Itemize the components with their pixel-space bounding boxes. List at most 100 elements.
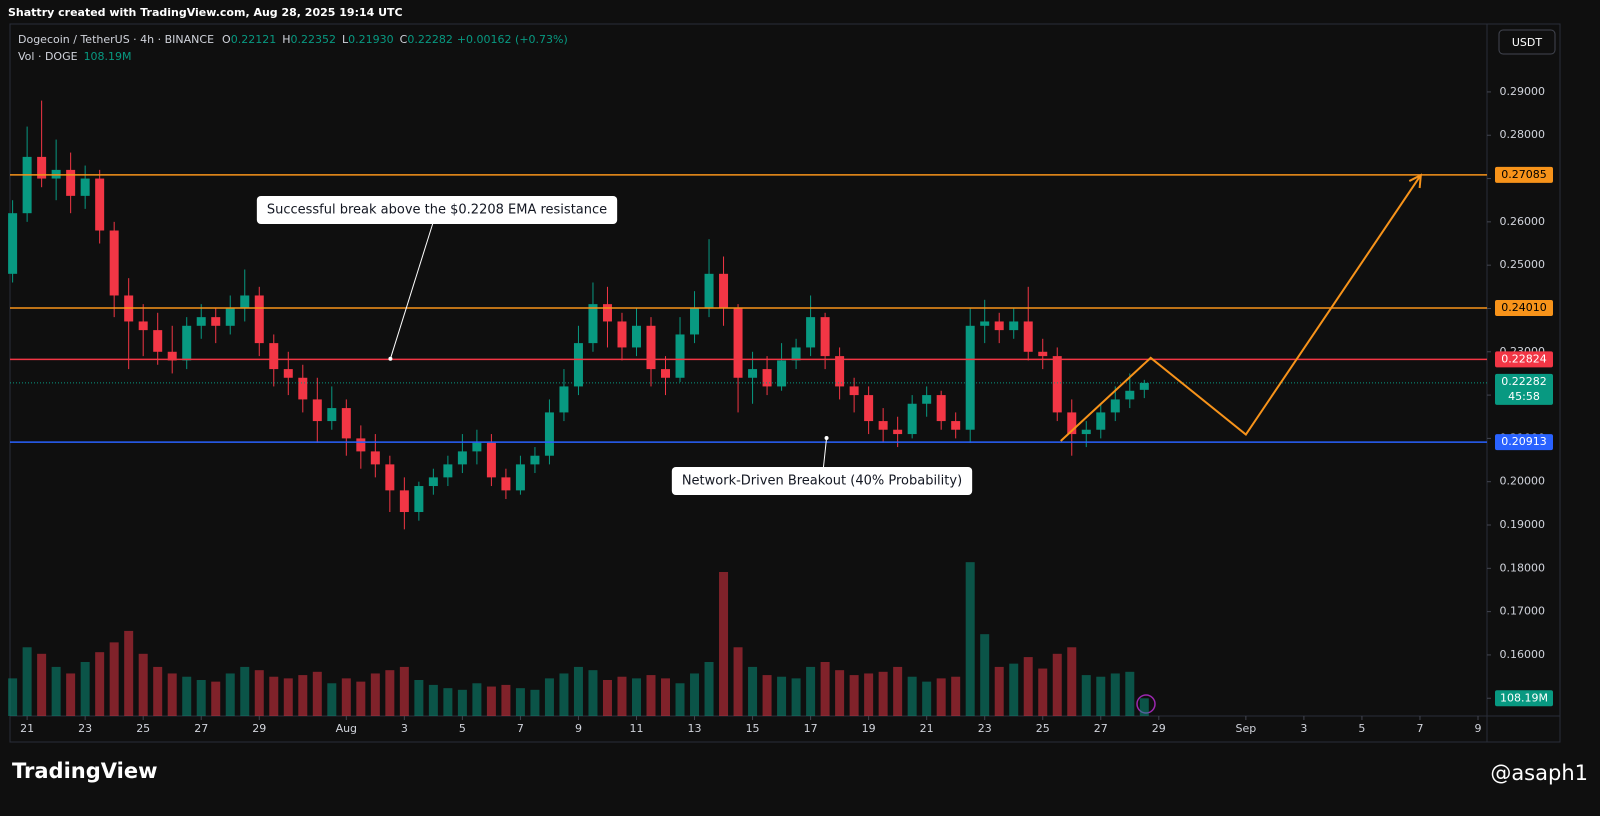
ohlc-value: 0.22282 bbox=[407, 33, 453, 46]
candle-body bbox=[167, 351, 177, 361]
volume-bar bbox=[515, 688, 525, 716]
last-price-tag bbox=[1495, 373, 1553, 405]
countdown: 45:58 bbox=[1508, 390, 1540, 403]
projection-path bbox=[1060, 174, 1422, 442]
x-tick-label: 29 bbox=[252, 722, 266, 735]
x-tick-label: 7 bbox=[517, 722, 524, 735]
volume-bar bbox=[777, 676, 787, 716]
candle-body bbox=[486, 442, 496, 478]
candle-body bbox=[907, 403, 917, 435]
symbol-line: Dogecoin / TetherUS · 4h · BINANCE O0.221… bbox=[18, 33, 568, 46]
candle-body bbox=[631, 325, 641, 348]
candle-body bbox=[515, 464, 525, 491]
volume-bar bbox=[1067, 647, 1077, 716]
candle-body bbox=[399, 490, 409, 513]
volume-bar bbox=[544, 678, 554, 716]
x-tick-label: 29 bbox=[1152, 722, 1166, 735]
candle-body bbox=[951, 421, 961, 430]
candle-body bbox=[530, 455, 540, 465]
volume-bar bbox=[864, 673, 874, 716]
candle-body bbox=[835, 356, 845, 387]
symbol: Dogecoin / TetherUS · 4h · BINANCE bbox=[18, 33, 214, 46]
x-tick-label: 11 bbox=[629, 722, 643, 735]
candle-body bbox=[443, 464, 453, 478]
candle-body bbox=[1081, 429, 1091, 435]
volume-bar bbox=[428, 684, 438, 716]
volume-bar bbox=[994, 666, 1004, 716]
candle-body bbox=[1139, 382, 1149, 390]
volume-bar bbox=[936, 678, 946, 716]
x-tick-label: 9 bbox=[1475, 722, 1482, 735]
currency[interactable]: USDT bbox=[1512, 36, 1543, 49]
volume-bar bbox=[1096, 676, 1106, 716]
volume-bar bbox=[1023, 657, 1033, 716]
candle-body bbox=[138, 321, 148, 331]
volume-bar bbox=[965, 562, 975, 716]
candle-body bbox=[8, 213, 18, 274]
volume-bar bbox=[109, 642, 119, 716]
volume-bar bbox=[661, 678, 671, 716]
volume-bar bbox=[631, 678, 641, 716]
candle-body bbox=[791, 347, 801, 361]
candle-body bbox=[254, 295, 264, 344]
volume-bar bbox=[1110, 673, 1120, 716]
currency-button[interactable] bbox=[1498, 29, 1556, 55]
x-tick-label: 27 bbox=[1094, 722, 1108, 735]
volume-bar bbox=[8, 678, 18, 716]
candle-body bbox=[22, 156, 32, 214]
volume-bar bbox=[1009, 663, 1019, 716]
volume-line: Vol · DOGE 108.19M bbox=[18, 50, 132, 63]
volume-bar bbox=[153, 666, 163, 716]
volume-bar bbox=[443, 688, 453, 716]
candle-body bbox=[806, 317, 816, 348]
candle-body bbox=[965, 325, 975, 430]
candle-body bbox=[312, 399, 322, 422]
last-price-label: 0.22282 bbox=[1501, 375, 1547, 388]
volume-bar bbox=[501, 684, 511, 716]
volume-bar bbox=[762, 675, 772, 716]
x-tick-label: 23 bbox=[78, 722, 92, 735]
candle-body bbox=[559, 386, 569, 413]
volume-bar bbox=[138, 653, 148, 716]
volume-bar bbox=[849, 675, 859, 716]
candle-body bbox=[240, 295, 250, 309]
volume-bar bbox=[356, 681, 366, 716]
candle-body bbox=[37, 156, 47, 179]
candle-body bbox=[1023, 321, 1033, 352]
volume-bar bbox=[414, 680, 424, 716]
candle-body bbox=[327, 408, 337, 422]
volume-bar bbox=[602, 680, 612, 716]
volume-bar bbox=[211, 681, 221, 716]
level-label: 0.20913 bbox=[1501, 435, 1547, 448]
volume-bar bbox=[341, 678, 351, 716]
volume-bar bbox=[486, 686, 496, 716]
volume-bar bbox=[690, 673, 700, 716]
candle-body bbox=[80, 178, 90, 196]
volume-bar bbox=[298, 675, 308, 716]
volume-bar bbox=[1139, 698, 1149, 716]
change: +0.00162 (+0.73%) bbox=[457, 33, 568, 46]
candle-body bbox=[544, 412, 554, 456]
candle-body bbox=[182, 325, 192, 361]
candle-body bbox=[283, 369, 293, 378]
candle-body bbox=[225, 308, 235, 326]
ohlc-value: 0.21930 bbox=[348, 33, 394, 46]
candle-body bbox=[428, 477, 438, 487]
candle-body bbox=[864, 395, 874, 422]
volume-bar bbox=[980, 634, 990, 716]
annotation-dot bbox=[388, 356, 393, 361]
x-tick-label: 27 bbox=[194, 722, 208, 735]
x-tick-label: 3 bbox=[401, 722, 408, 735]
y-tick-label: 0.19000 bbox=[1500, 518, 1546, 531]
volume-bar bbox=[80, 662, 90, 716]
candle-body bbox=[472, 442, 482, 452]
x-tick-label: 3 bbox=[1300, 722, 1307, 735]
volume-bar bbox=[530, 689, 540, 716]
candle-body bbox=[602, 304, 612, 322]
volume-bar bbox=[806, 666, 816, 716]
candle-body bbox=[762, 369, 772, 387]
x-tick-label: 5 bbox=[459, 722, 466, 735]
annotation-dot bbox=[824, 435, 829, 440]
volume-bar bbox=[791, 678, 801, 716]
